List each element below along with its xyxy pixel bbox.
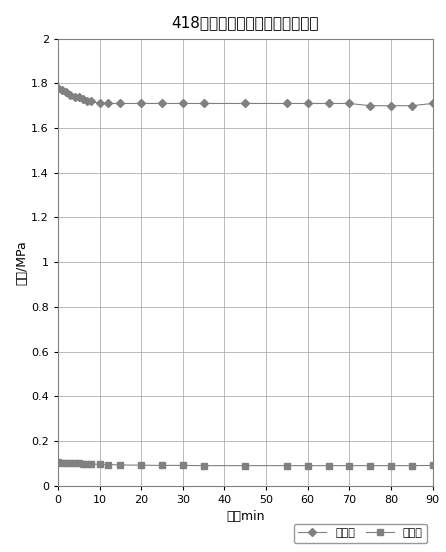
调剖后 [105, 461, 111, 468]
调剖前 [326, 100, 331, 107]
调剖前 [80, 95, 86, 102]
调剖后 [284, 463, 289, 469]
调剖后 [64, 460, 69, 466]
调剖后 [430, 462, 435, 469]
调剖前 [55, 84, 61, 91]
调剖前 [139, 100, 144, 107]
调剖前 [76, 93, 82, 100]
调剖前 [84, 98, 90, 104]
调剖后 [201, 463, 206, 469]
调剖后 [180, 462, 186, 469]
调剖前 [68, 91, 73, 98]
调剖后 [59, 459, 65, 466]
调剖后 [72, 460, 77, 467]
调剖前 [97, 100, 102, 107]
调剖前 [368, 102, 373, 109]
调剖前 [72, 93, 77, 100]
调剖前 [59, 87, 65, 93]
调剖后 [97, 461, 102, 468]
调剖前 [243, 100, 248, 107]
调剖前 [284, 100, 289, 107]
调剖后 [388, 463, 394, 469]
调剖后 [347, 463, 352, 469]
调剖前 [89, 98, 94, 104]
调剖前 [159, 100, 165, 107]
调剖后 [118, 461, 123, 468]
调剖后 [76, 460, 82, 467]
Y-axis label: 液压/MPa: 液压/MPa [16, 240, 29, 285]
调剖前 [305, 100, 310, 107]
调剖后 [139, 462, 144, 469]
调剖前 [105, 100, 111, 107]
调剖前 [201, 100, 206, 107]
调剖后 [80, 460, 86, 467]
调剖后 [243, 463, 248, 469]
调剖前 [180, 100, 186, 107]
调剖后 [84, 460, 90, 467]
调剖后 [159, 462, 165, 469]
调剖前 [388, 102, 394, 109]
调剖前 [118, 100, 123, 107]
调剖后 [55, 459, 61, 465]
调剖前 [347, 100, 352, 107]
X-axis label: 时间min: 时间min [226, 511, 264, 523]
调剖前 [409, 102, 414, 109]
调剖后 [368, 463, 373, 469]
调剖后 [89, 461, 94, 468]
调剖后 [305, 463, 310, 469]
调剖后 [409, 463, 414, 469]
调剖前 [430, 100, 435, 107]
调剖后 [68, 460, 73, 466]
Title: 418井井口压降曲线（绝对压力）: 418井井口压降曲线（绝对压力） [172, 15, 319, 30]
Line: 调剖后: 调剖后 [54, 459, 436, 469]
Line: 调剖前: 调剖前 [55, 85, 435, 109]
调剖后 [326, 463, 331, 469]
调剖前 [64, 89, 69, 95]
Legend: 调剖前, 调剖后: 调剖前, 调剖后 [294, 524, 427, 543]
